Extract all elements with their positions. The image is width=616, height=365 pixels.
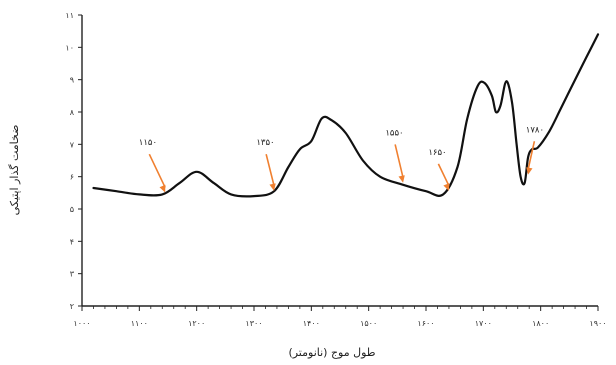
y-axis: ۲ ۳ ۴ ۵ ۶ ۷ ۸ ۹ ۱۰ ۱۱ <box>65 11 82 311</box>
annotation-arrowhead <box>159 184 166 193</box>
x-tick-label: ۱۴۰۰ <box>303 319 320 328</box>
annotation-label: ۱۶۵۰ <box>428 148 446 158</box>
y-tick-label: ۱۰ <box>65 43 74 52</box>
y-tick-label: ۸ <box>70 108 75 117</box>
y-tick-label: ۲ <box>70 302 74 311</box>
x-tick-label: ۱۷۰۰ <box>475 319 492 328</box>
annotation-arrow: ۱۷۸۰ <box>526 125 544 175</box>
x-tick-label: ۱۸۰۰ <box>532 319 549 328</box>
x-axis-title: طول موج (نانومتر) <box>288 346 375 359</box>
annotation-arrow: ۱۵۵۰ <box>385 128 405 183</box>
x-tick-label: ۱۳۰۰ <box>245 319 262 328</box>
x-tick-label: ۱۶۰۰ <box>417 319 434 328</box>
annotations: ۱۱۵۰ ۱۳۵۰ ۱۵۵۰ ۱۶۵۰ ۱۷۸۰ <box>139 125 544 193</box>
series-line <box>92 33 600 198</box>
x-tick-label: ۱۹۰۰ <box>589 319 606 328</box>
annotation-arrowhead <box>526 167 533 175</box>
annotation-label: ۱۱۵۰ <box>139 138 157 148</box>
y-tick-label: ۵ <box>70 205 74 214</box>
y-tick-label: ۹ <box>70 76 74 85</box>
x-tick-label: ۱۲۰۰ <box>188 319 205 328</box>
annotation-arrow: ۱۱۵۰ <box>139 138 166 193</box>
annotation-line <box>148 153 166 188</box>
x-tick-label: ۱۵۰۰ <box>360 319 377 328</box>
y-tick-label: ۶ <box>70 173 74 182</box>
annotation-line <box>527 141 536 170</box>
y-tick-label: ۱۱ <box>65 11 74 20</box>
annotation-label: ۱۵۵۰ <box>385 128 403 138</box>
annotation-arrowhead <box>398 175 405 183</box>
annotation-arrowhead <box>269 183 276 191</box>
y-tick-label: ۴ <box>70 237 74 246</box>
annotation-label: ۱۷۸۰ <box>526 125 544 135</box>
x-tick-label: ۱۱۰۰ <box>131 319 148 328</box>
y-axis-title: ضخامت گذار اپتیکی <box>8 125 21 216</box>
annotation-arrow: ۱۶۵۰ <box>428 148 450 191</box>
x-tick-label: ۱۰۰۰ <box>73 319 90 328</box>
y-tick-label: ۳ <box>70 270 75 279</box>
annotation-line <box>437 163 450 187</box>
annotation-label: ۱۳۵۰ <box>256 138 274 148</box>
series-layer <box>92 33 600 198</box>
x-axis: ۱۰۰۰ ۱۱۰۰ ۱۲۰۰ ۱۳۰۰ ۱۴۰۰ ۱۵۰۰ ۱۶۰۰ ۱۷۰۰ ۱۸۰۰ ۱۹۰۰ <box>73 306 607 328</box>
annotation-line <box>265 153 275 187</box>
plot-frame <box>81 15 598 307</box>
annotation-line <box>394 144 404 178</box>
annotation-arrow: ۱۳۵۰ <box>256 138 276 191</box>
y-tick-label: ۷ <box>70 140 75 149</box>
annotation-arrowhead <box>443 183 450 191</box>
